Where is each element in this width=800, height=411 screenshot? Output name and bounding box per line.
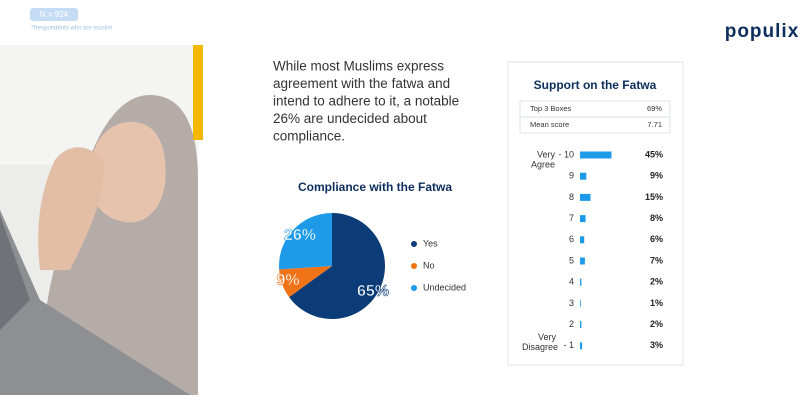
anchor-label: Agree (531, 159, 555, 169)
bar-category: 4 (569, 277, 574, 287)
anchor-label: Very (537, 149, 556, 159)
bar-category: 7 (569, 213, 574, 223)
bar-chart: Top 3 Boxes 69%Mean score 7.71- 10 45%VeryA… (519, 100, 671, 352)
bar (580, 342, 583, 350)
summary-row (519, 116, 671, 134)
summary-line: 26% are undecided about (273, 111, 427, 126)
bar (580, 236, 585, 244)
bar-value-label: 3% (650, 340, 663, 350)
bar-value-label: 15% (645, 192, 663, 202)
bar-category: 2 (569, 319, 574, 329)
anchor-label: Very (538, 332, 557, 342)
pie-slice (289, 213, 385, 319)
pie-value-label: 26% (284, 227, 316, 244)
bar-category: 9 (569, 171, 574, 181)
pie-title: Compliance with the Fatwa (298, 180, 452, 194)
anchor-label: Disagree (522, 342, 558, 352)
pie-slice (279, 266, 332, 298)
legend-label: No (423, 260, 435, 270)
bar (580, 193, 591, 201)
bar-title: Support on the Fatwa (534, 78, 657, 92)
bar-category: - 1 (563, 340, 574, 350)
summary-label: Mean score (530, 120, 569, 129)
legend-swatch (411, 285, 417, 291)
bar-value-label: 9% (650, 171, 663, 181)
pie-value-label: 9% (276, 272, 299, 289)
summary-line: While most Muslims express (273, 59, 444, 74)
bar (580, 278, 582, 286)
bar (580, 321, 582, 329)
bar-value-label: 8% (650, 213, 663, 223)
bar-value-label: 7% (650, 255, 663, 265)
pie-value-label: 65% (357, 283, 389, 300)
bar (580, 172, 587, 180)
bar-value-label: 1% (650, 298, 663, 308)
note: *Respondents who are muslim (31, 26, 112, 32)
summary: While most Muslims express agreement with… (273, 59, 459, 144)
summary-line: intend to adhere to it, a notable (273, 94, 459, 109)
bar-category: - 10 (558, 149, 574, 159)
summary-line: agreement with the fatwa and (273, 76, 450, 91)
bar (580, 299, 581, 307)
bar-value-label: 2% (650, 319, 663, 329)
pie-slice (279, 213, 332, 270)
summary-line: compliance. (273, 129, 345, 144)
bar-value-label: 45% (645, 149, 663, 159)
bar-category: 5 (569, 255, 574, 265)
legend-label: Undecided (423, 282, 466, 292)
accent-bar (193, 45, 203, 140)
badge: N = 924 (40, 10, 69, 19)
bar-value-label: 2% (650, 277, 663, 287)
bar-value-label: 6% (650, 234, 663, 244)
bar (580, 257, 585, 265)
bar-category: 3 (569, 298, 574, 308)
legend-swatch (411, 241, 417, 247)
bar-category: 6 (569, 234, 574, 244)
legend-swatch (411, 263, 417, 269)
bar-category: 8 (569, 192, 574, 202)
bar (580, 215, 586, 223)
logo: populix (725, 21, 800, 42)
summary-value: 7.71 (647, 120, 662, 129)
bar (580, 151, 612, 159)
badge-box (30, 8, 78, 21)
pie-chart: 65% Yes 9% No 26% Undecided (276, 213, 466, 319)
legend-label: Yes (423, 238, 438, 248)
summary-value: 69% (647, 104, 662, 113)
summary-label: Top 3 Boxes (530, 104, 572, 113)
photo (0, 45, 198, 395)
